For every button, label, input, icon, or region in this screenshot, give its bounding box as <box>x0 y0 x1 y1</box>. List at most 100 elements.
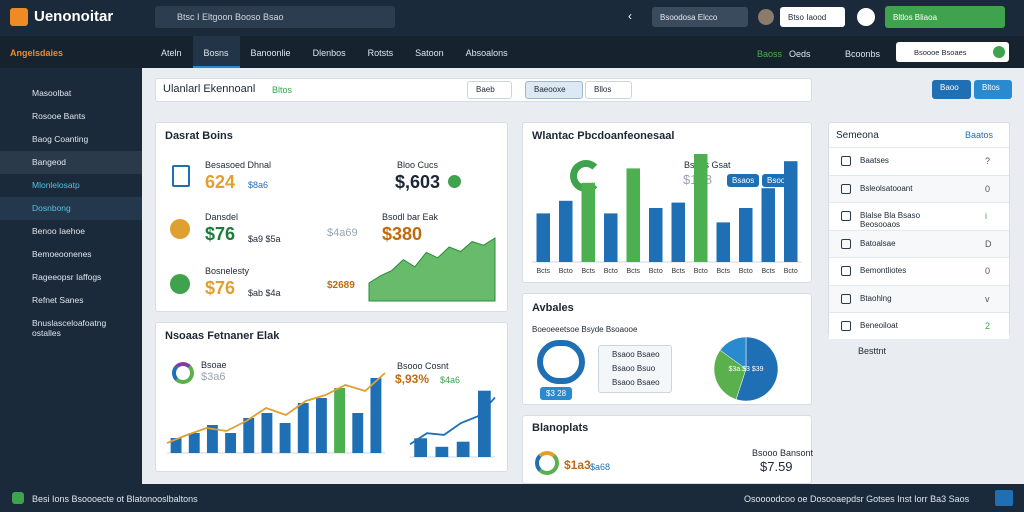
sidebar-item[interactable]: Bnuslasceloafoatng ostalles <box>32 318 107 338</box>
list-row: Bsaoo Bsaeo <box>612 350 660 359</box>
sidebar-item[interactable]: Refnet Sanes <box>32 295 84 305</box>
panel-row <box>829 257 1009 284</box>
bar <box>225 433 237 453</box>
bar <box>206 425 218 453</box>
card-title: Avbales <box>532 302 574 314</box>
row-label: Batoalsae <box>860 238 896 248</box>
bar <box>170 438 182 453</box>
icon <box>170 219 190 239</box>
toolbar-button[interactable]: Bllos <box>585 81 632 99</box>
row-mark: v <box>985 293 990 304</box>
tab[interactable]: Bosns <box>192 36 240 68</box>
metric-value: $,603 <box>395 172 441 192</box>
status-icon <box>995 490 1013 506</box>
primary-button[interactable]: Baoo <box>932 80 971 99</box>
nav-link[interactable]: Bcoonbs <box>845 49 881 59</box>
pie-label: $3a.$3 $39 <box>728 366 763 373</box>
pie-slice <box>719 336 747 370</box>
bar <box>559 200 573 262</box>
metric-label: Bosnelesty <box>205 266 250 276</box>
toolbar-button[interactable]: Baeooxe <box>525 81 583 99</box>
bar <box>478 390 491 457</box>
card-title: Blanoplats <box>532 422 589 434</box>
sidebar-item[interactable]: Rageeopsr Iaffogs <box>32 272 102 282</box>
card <box>155 322 508 472</box>
toolbar-button[interactable]: Baeb <box>467 81 512 99</box>
tabs: Ateln Bosns Banoonlie Dlenbos Rotsts Satoon Ab… <box>150 36 519 68</box>
nav-search[interactable]: Bsoooe Bsoaes <box>896 42 1009 62</box>
list-row: Bsaoo Bsuo <box>612 364 656 373</box>
bar <box>716 222 730 262</box>
sidebar-item[interactable]: Benoo Iaehoe <box>32 226 85 236</box>
sidebar-item[interactable]: Bemoeoonenes <box>32 249 92 259</box>
action[interactable]: Bsoodosa Elcco <box>652 7 748 27</box>
status-left: Besi Ions Bsoooecte ot Blatonooslbaltons <box>32 494 198 504</box>
metric-value: 624 <box>205 172 236 192</box>
sidebar-item[interactable]: Dosnbong <box>0 197 142 220</box>
icon[interactable] <box>857 8 875 26</box>
nav-link[interactable]: Baoss <box>757 49 783 59</box>
tab[interactable]: Absoalons <box>465 48 508 58</box>
area <box>368 237 496 302</box>
bar <box>649 208 663 262</box>
card-title: Wlantac Pbcdoanfeonesaal <box>532 130 675 142</box>
area-chart <box>368 237 496 302</box>
metric-label: Dansdel <box>205 212 239 222</box>
row-label: Bsleolsatooant <box>860 183 913 193</box>
x-tick-label: Bcts <box>671 268 685 275</box>
panel-footer: Besttnt <box>858 346 887 356</box>
bar <box>188 433 200 453</box>
line <box>409 396 496 446</box>
list-row: Bsaoo Bsaeo <box>612 378 660 387</box>
row-mark: D <box>985 238 992 249</box>
nav-link[interactable]: Oeds <box>789 49 811 59</box>
logo-icon <box>10 8 28 26</box>
tab[interactable]: Banoonlie <box>250 48 291 58</box>
subtitle: Boeoeeetsoe Bsyde Bsoaooe <box>532 325 638 334</box>
pie-slice <box>713 349 747 400</box>
metric-sub: $a9 $5a <box>248 234 281 244</box>
sidebar-item[interactable]: Baog Coanting <box>32 134 89 144</box>
row-label: Beneoiloat <box>860 321 898 330</box>
back[interactable]: ‹ <box>628 9 632 23</box>
tab[interactable]: Satoon <box>415 48 444 58</box>
tab[interactable]: Ateln <box>161 48 182 58</box>
metric-value: $76 <box>205 224 236 244</box>
panel-link[interactable]: Baatos <box>965 130 994 140</box>
action[interactable]: Btso Iaood <box>780 7 845 27</box>
search[interactable]: Btsc I Eltgoon Booso Bsao <box>155 6 395 28</box>
x-tick-label: Bcto <box>649 268 663 275</box>
status-bar <box>0 484 1024 512</box>
panel-row <box>829 174 1009 202</box>
ring <box>537 340 585 384</box>
side-label: Bsooo Cosnt <box>397 361 449 371</box>
card <box>522 415 812 484</box>
bar <box>536 213 550 262</box>
row-icon <box>841 238 851 249</box>
pie-slice <box>735 336 779 402</box>
icon <box>172 165 190 187</box>
action[interactable]: Bltlos Bliaoa <box>885 6 1005 28</box>
tab[interactable]: Dlenbos <box>312 48 346 58</box>
row-icon <box>841 266 851 276</box>
row-label: Blalse Bla Bsaso Beosooaos <box>860 211 921 229</box>
toolbar-title: Ulanlarl Ekennoanl <box>163 83 256 95</box>
primary-button[interactable]: Bltos <box>974 80 1012 99</box>
row-mark: 0 <box>985 183 991 194</box>
icon <box>170 274 190 294</box>
sidebar <box>0 68 142 484</box>
tab[interactable]: Rotsts <box>367 48 394 58</box>
line <box>166 372 386 444</box>
sidebar-item[interactable]: Mlonlelosatp <box>32 180 80 190</box>
list-box <box>598 345 672 393</box>
x-tick-label: Bcto <box>604 268 618 275</box>
bar <box>334 388 346 453</box>
panel-title: Semeona <box>836 130 879 141</box>
x-tick-label: Bcts <box>761 268 775 275</box>
sidebar-item[interactable]: Bangeod <box>0 151 142 174</box>
bar <box>694 154 708 262</box>
sidebar-item[interactable]: Rosooe Bants <box>32 111 86 121</box>
icon <box>448 175 461 188</box>
sidebar-item[interactable]: Masoolbat <box>32 88 72 98</box>
